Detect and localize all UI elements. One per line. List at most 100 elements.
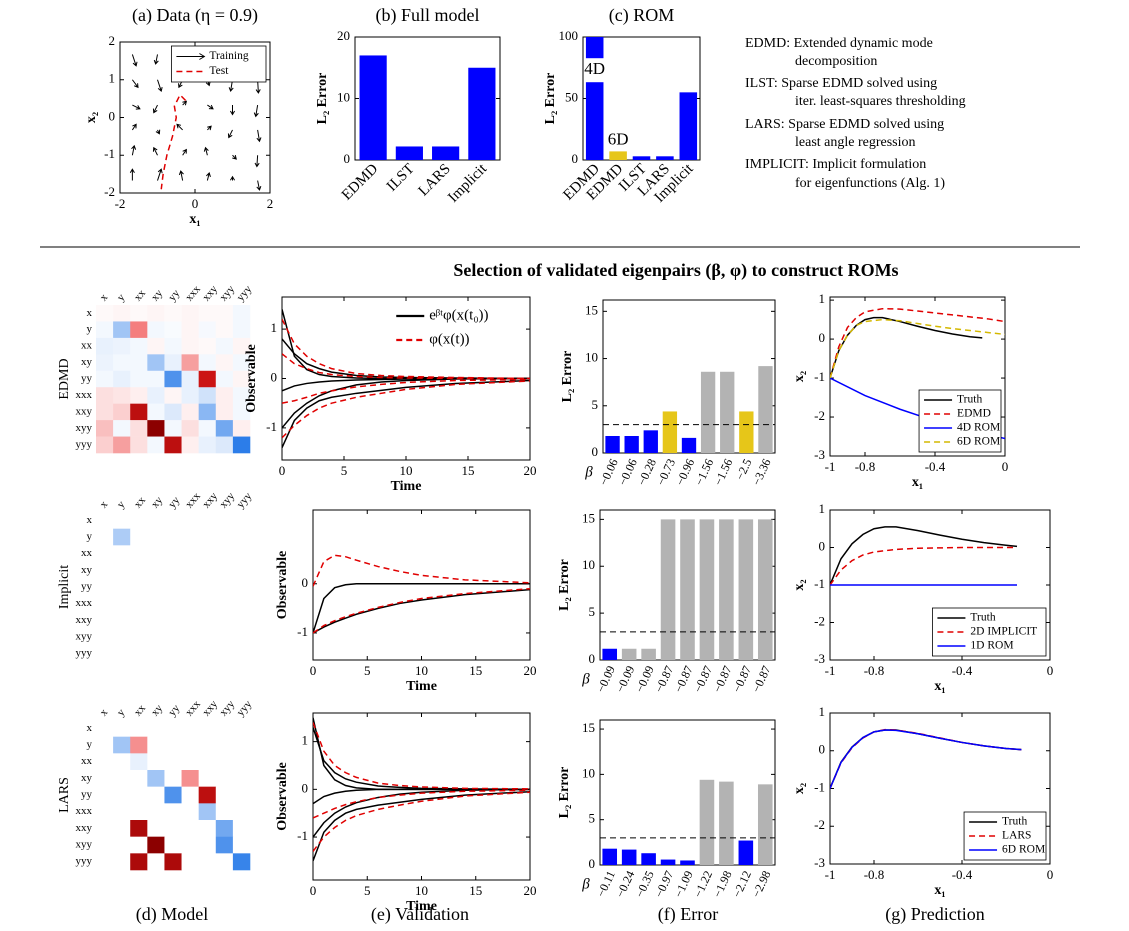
y-tick-label: -1 (814, 369, 825, 384)
column-label: x (98, 498, 111, 510)
quiver-arrow (256, 180, 262, 191)
row-label-tick: yyy (76, 855, 93, 867)
heat-cell (164, 736, 182, 754)
heat-cell (164, 803, 182, 821)
heat-cell (113, 628, 131, 646)
heat-cell (181, 770, 199, 787)
heat-cell (130, 321, 148, 339)
y-tick-label: -1 (814, 576, 825, 591)
bar-label-bg (584, 58, 605, 83)
series-line (282, 377, 530, 429)
y-tick-label: 1 (302, 733, 309, 748)
heat-cell (232, 612, 251, 629)
heat-cell (215, 528, 234, 546)
heat-cell (130, 720, 148, 737)
heat-cell (113, 436, 131, 454)
row-label-tick: xx (81, 547, 93, 559)
heat-cell (198, 387, 217, 404)
bar-label: 4D (584, 59, 605, 78)
row-label-tick: y (87, 323, 93, 335)
heat-cell (232, 836, 251, 854)
heat-cell (113, 370, 131, 388)
bar (681, 437, 697, 453)
heat-cell (215, 736, 234, 754)
heat-cell (215, 436, 234, 454)
heat-cell (198, 612, 217, 629)
category-axis-symbol: β (581, 876, 590, 892)
heat-cell (198, 628, 217, 646)
legend-label: Truth (970, 612, 995, 624)
heading: Selection of validated eigenpairs (β, φ)… (453, 260, 898, 281)
heat-cell (181, 612, 199, 629)
heat-cell (198, 595, 217, 613)
heat-cell (232, 753, 251, 771)
x-tick-label: 20 (524, 663, 537, 678)
heat-cell (96, 337, 114, 355)
heat-cell (198, 820, 217, 837)
heat-cell (181, 720, 199, 737)
heat-cell (113, 820, 131, 837)
bar-label: 6D (608, 129, 629, 148)
series-line (313, 587, 530, 634)
bar (602, 648, 618, 660)
column-label: xyy (217, 283, 237, 304)
heat-cell (96, 595, 114, 613)
row-label-tick: x (87, 514, 93, 526)
caption: (g) Prediction (885, 904, 984, 925)
x-tick-label: 0 (1002, 459, 1009, 474)
heat-cell (96, 321, 114, 339)
row-label-tick: yy (81, 373, 93, 385)
heat-cell (147, 820, 165, 837)
heat-cell (164, 354, 182, 372)
x-axis-label: x₁ (912, 475, 923, 490)
bar (641, 648, 656, 660)
category-label: Implicit (445, 160, 490, 205)
heat-cell (215, 836, 234, 854)
definition: least angle regression (795, 135, 916, 150)
y-tick-label: -3 (814, 447, 825, 462)
legend-label: φ(x(t)) (429, 331, 469, 347)
row-label-tick: xxy (76, 822, 93, 834)
heat-cell (164, 562, 182, 579)
quiver-arrow (227, 129, 233, 139)
quiver-arrow (203, 146, 209, 156)
quiver-arrow (155, 129, 161, 135)
heat-cell (113, 337, 131, 355)
column-label: yyy (234, 283, 254, 304)
heat-cell (164, 612, 182, 629)
heat-cell (198, 528, 217, 546)
heat-cell (147, 595, 165, 613)
heat-cell (198, 736, 217, 754)
heat-cell (113, 305, 131, 322)
heat-cell (113, 528, 131, 546)
heat-cell (147, 770, 165, 787)
heat-cell (113, 387, 131, 404)
y-tick-label: 0 (592, 444, 599, 459)
quiver-arrow (176, 123, 183, 131)
heat-cell (232, 512, 251, 529)
quiver-arrow (157, 79, 163, 92)
bar (641, 853, 656, 865)
category-label: −0.87 (749, 664, 773, 695)
row-label-tick: xxx (76, 389, 93, 401)
y-tick-label: 0 (271, 369, 278, 384)
heat-cell (130, 770, 148, 787)
quiver-arrow (152, 104, 158, 114)
heat-cell (232, 403, 251, 421)
bar (757, 784, 773, 865)
heat-cell (215, 387, 234, 404)
x-tick-label: -0.4 (952, 867, 973, 882)
column-label: xxx (183, 698, 203, 719)
heat-cell (164, 420, 182, 437)
y-tick-label: 2 (109, 33, 116, 48)
bar (719, 519, 734, 660)
heat-cell (181, 403, 199, 421)
heat-cell (113, 512, 131, 529)
y-tick-label: 0 (819, 538, 826, 553)
bar (432, 146, 460, 160)
x-tick-label: 5 (341, 463, 348, 478)
heat-cell (215, 720, 234, 737)
heat-cell (130, 578, 148, 596)
series-line (313, 790, 530, 862)
quiver-arrow (129, 168, 135, 181)
